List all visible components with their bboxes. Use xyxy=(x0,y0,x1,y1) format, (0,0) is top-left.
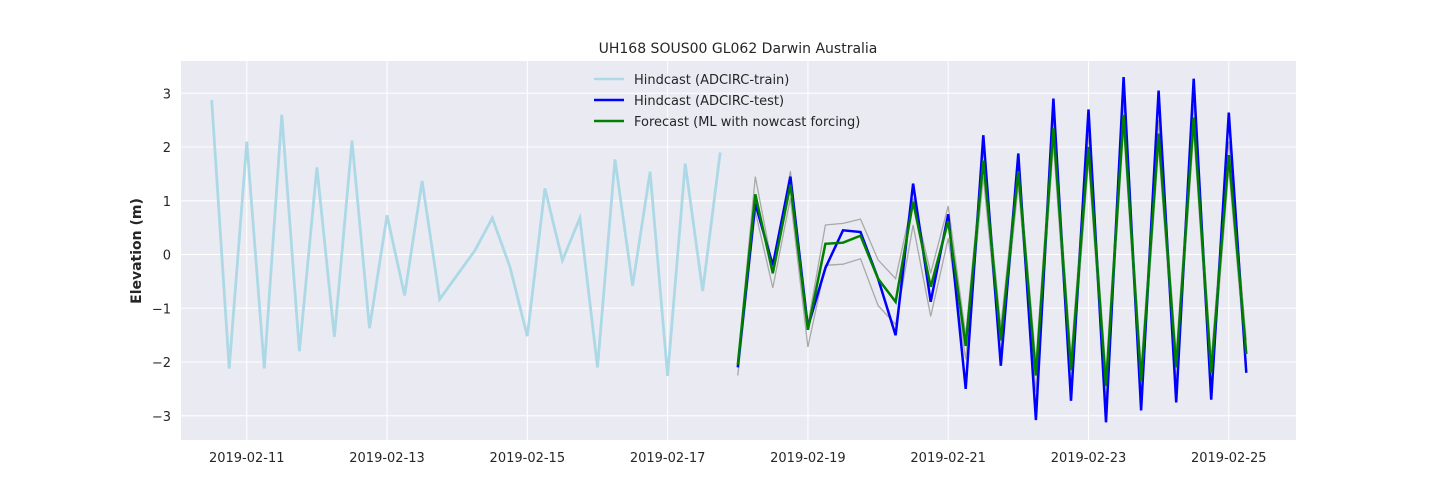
y-tick-labels: −3 −2 −1 0 1 2 3 xyxy=(152,87,171,425)
x-tick-label: 2019-02-23 xyxy=(1051,451,1127,466)
series-line-train xyxy=(210,100,722,377)
grid-lines xyxy=(181,61,1296,440)
x-tick-label: 2019-02-25 xyxy=(1191,451,1267,466)
y-tick-label: 2 xyxy=(163,141,171,156)
y-tick-label: −1 xyxy=(152,302,171,317)
y-tick-label: −3 xyxy=(152,410,171,425)
series-lines xyxy=(210,77,1248,423)
y-axis-label: Elevation (m) xyxy=(129,198,145,304)
x-tick-label: 2019-02-13 xyxy=(349,451,425,466)
x-tick-labels: 2019-02-11 2019-02-13 2019-02-15 2019-02-17… xyxy=(209,451,1267,466)
series-line-forecast xyxy=(736,114,1248,387)
chart-title: UH168 SOUS00 GL062 Darwin Australia xyxy=(599,41,878,57)
legend-label-forecast: Forecast (ML with nowcast forcing) xyxy=(634,115,860,130)
y-tick-label: 1 xyxy=(163,195,171,210)
y-tick-label: 0 xyxy=(163,249,171,264)
x-tick-label: 2019-02-15 xyxy=(490,451,566,466)
y-tick-label: −2 xyxy=(152,356,171,371)
y-tick-label: 3 xyxy=(163,87,171,102)
legend-label-train: Hindcast (ADCIRC-train) xyxy=(634,73,789,88)
legend-item-train: Hindcast (ADCIRC-train) xyxy=(594,73,789,88)
x-tick-label: 2019-02-17 xyxy=(630,451,706,466)
legend-item-test: Hindcast (ADCIRC-test) xyxy=(594,94,784,109)
legend: Hindcast (ADCIRC-train) Hindcast (ADCIRC… xyxy=(594,73,860,130)
legend-label-test: Hindcast (ADCIRC-test) xyxy=(634,94,784,109)
x-tick-label: 2019-02-11 xyxy=(209,451,285,466)
plot-area xyxy=(181,61,1296,440)
x-tick-label: 2019-02-19 xyxy=(770,451,846,466)
x-tick-label: 2019-02-21 xyxy=(910,451,986,466)
legend-item-forecast: Forecast (ML with nowcast forcing) xyxy=(594,115,860,130)
